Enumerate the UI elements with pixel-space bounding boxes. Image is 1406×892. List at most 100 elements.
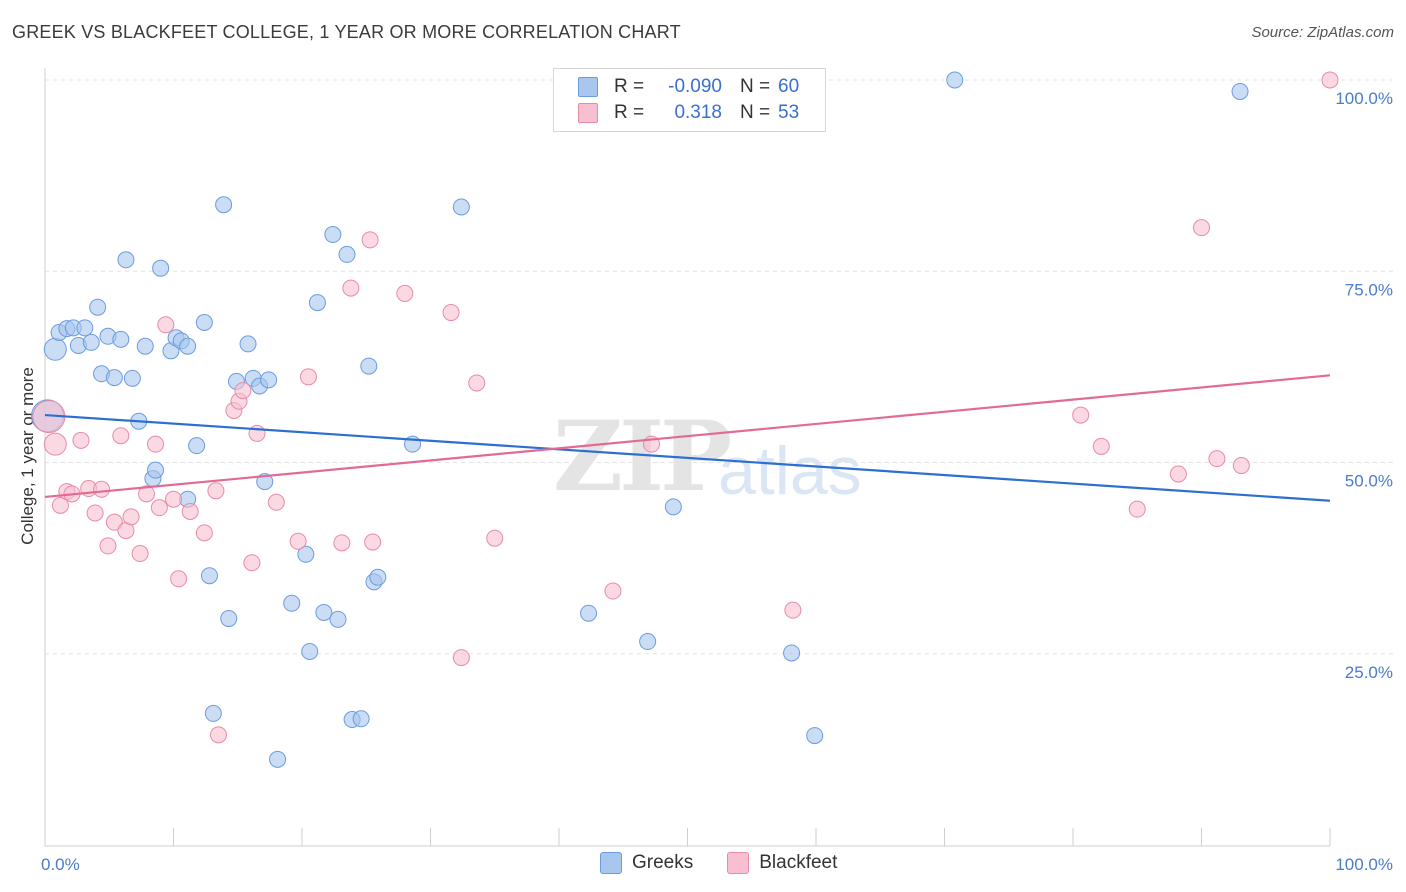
greeks-point [452, 198, 470, 216]
greeks-point [352, 710, 370, 728]
greeks-point [117, 251, 135, 269]
greeks-point [43, 337, 67, 361]
legend-item-greeks[interactable]: Greeks [600, 852, 693, 874]
blackfeet-point [342, 279, 360, 297]
greeks-point [1231, 82, 1249, 100]
blackfeet-point [170, 570, 188, 588]
legend-row-blackfeet: R = 0.318 N = 53 [578, 100, 799, 126]
r-value: -0.090 [668, 76, 722, 97]
blackfeet-point [138, 485, 156, 503]
r-value: 0.318 [674, 102, 722, 123]
blackfeet-point [207, 482, 225, 500]
blackfeet-point [209, 726, 227, 744]
blackfeet-label: Blackfeet [759, 852, 838, 873]
n-label: N = [740, 102, 771, 123]
greeks-point [269, 750, 287, 768]
greeks-point [301, 642, 319, 660]
greeks-point [315, 603, 333, 621]
greeks-point [338, 245, 356, 263]
greeks-point [220, 610, 238, 628]
blackfeet-point [1321, 71, 1339, 89]
y-tick-label: 75.0% [1345, 280, 1393, 299]
blackfeet-point [1193, 219, 1210, 237]
blackfeet-point [784, 601, 802, 619]
blackfeet-point [99, 537, 117, 555]
greeks-point [283, 594, 301, 612]
blackfeet-point [243, 554, 261, 572]
blackfeet-point [72, 431, 90, 449]
greeks-point [147, 461, 165, 479]
watermark-zip: ZIP [553, 400, 732, 513]
blackfeet-point [333, 534, 351, 552]
blackfeet-point [181, 502, 199, 520]
legend-item-blackfeet[interactable]: Blackfeet [727, 852, 837, 874]
greeks-point [105, 369, 123, 387]
blackfeet-point [234, 382, 252, 400]
blackfeet-point [604, 582, 622, 600]
greeks-point [89, 298, 107, 316]
blackfeet-point [195, 524, 213, 542]
blackfeet-point [131, 545, 149, 563]
greeks-point [369, 568, 387, 586]
blackfeet-point [1128, 500, 1146, 518]
greeks-point [946, 71, 964, 89]
greeks-point [664, 498, 682, 516]
greeks-point [806, 727, 824, 745]
x-tick-label: 100.0% [1335, 855, 1393, 874]
greeks-point [179, 337, 197, 355]
greeks-point [195, 314, 213, 332]
blackfeet-point [1232, 457, 1250, 475]
blackfeet-point [289, 532, 307, 550]
correlation-legend: R = -0.090 N = 60 R = 0.318 N = 53 [553, 68, 826, 132]
blackfeet-swatch [727, 852, 750, 874]
greeks-point [204, 704, 222, 722]
n-label: N = [740, 76, 771, 97]
greeks-point [112, 330, 130, 348]
greeks-point [256, 473, 274, 491]
greeks-point [329, 610, 347, 628]
greeks-point [783, 644, 801, 662]
n-value: 60 [778, 76, 800, 97]
blackfeet-point [486, 529, 504, 547]
greeks-point [200, 567, 218, 585]
blackfeet-point [452, 649, 470, 667]
y-tick-label: 25.0% [1345, 663, 1393, 682]
greeks-trend-line [44, 413, 1331, 502]
watermark-atlas: atlas [718, 433, 862, 509]
r-label: R = [614, 102, 645, 123]
blackfeet-point [364, 533, 382, 551]
greeks-point [308, 294, 326, 312]
chart-title: GREEK VS BLACKFEET COLLEGE, 1 YEAR OR MO… [12, 22, 681, 42]
x-tick-label: 0.0% [41, 855, 80, 874]
blackfeet-point [468, 374, 486, 392]
blackfeet-trend-line [44, 374, 1331, 499]
blackfeet-point [165, 490, 182, 508]
blackfeet-point [1072, 406, 1090, 424]
blackfeet-point [1092, 437, 1110, 455]
blackfeet-point [86, 504, 104, 522]
blackfeet-point [112, 427, 130, 445]
legend-row-greeks: R = -0.090 N = 60 [578, 74, 799, 100]
greeks-point [324, 226, 342, 244]
blackfeet-point [122, 508, 140, 526]
greeks-point [260, 371, 278, 389]
y-tick-label: 50.0% [1345, 472, 1393, 491]
greeks-point [639, 633, 657, 651]
r-label: R = [614, 76, 645, 97]
greeks-point [123, 369, 141, 387]
source-credit: Source: ZipAtlas.com [1251, 24, 1394, 41]
greeks-point [136, 337, 154, 355]
greeks-point [188, 437, 206, 455]
blackfeet-point [396, 284, 414, 302]
blackfeet-point [1169, 465, 1187, 483]
blackfeet-swatch [578, 103, 598, 123]
blackfeet-point [361, 231, 379, 249]
greeks-point [239, 335, 257, 353]
blackfeet-point [51, 496, 69, 514]
greeks-point [76, 319, 94, 337]
blackfeet-point [43, 432, 67, 456]
blackfeet-point [299, 368, 317, 386]
blackfeet-point [147, 435, 165, 453]
greeks-point [215, 196, 233, 214]
